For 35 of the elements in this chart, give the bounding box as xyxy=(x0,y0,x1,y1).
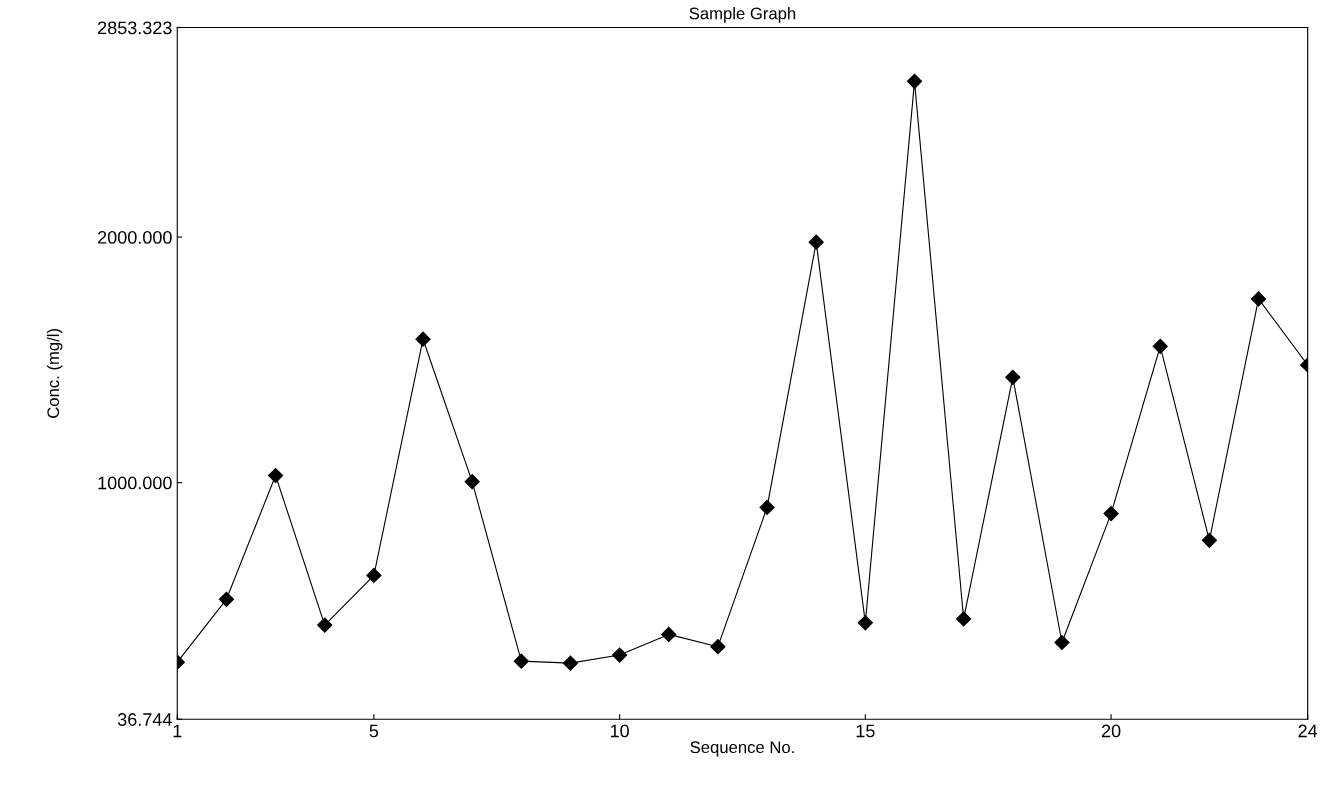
x-tick-label: 1 xyxy=(173,724,182,738)
point xyxy=(415,331,431,347)
point xyxy=(562,655,579,671)
x-tick-label: 20 xyxy=(1101,724,1121,738)
point xyxy=(268,467,284,484)
point xyxy=(1005,369,1021,385)
point xyxy=(710,639,726,655)
point xyxy=(1054,634,1070,651)
point xyxy=(808,234,824,250)
point xyxy=(956,611,972,627)
point xyxy=(857,615,873,631)
point xyxy=(1152,338,1168,354)
point xyxy=(661,626,677,642)
point xyxy=(612,647,628,663)
chart-title: Sample Graph xyxy=(689,7,796,23)
y-tick-label: 1000.000 xyxy=(98,476,172,490)
x-tick-label: 5 xyxy=(369,724,379,738)
y-axis-title: Conc. (mg/l) xyxy=(46,329,63,418)
point xyxy=(906,73,923,89)
point xyxy=(1103,506,1119,522)
y-tick-label: 2853.323 xyxy=(98,21,172,35)
point xyxy=(1250,291,1267,307)
point xyxy=(366,567,382,584)
x-tick-label: 24 xyxy=(1298,724,1318,738)
point xyxy=(513,653,529,669)
y-tick-label: 2000.000 xyxy=(98,231,172,244)
point xyxy=(317,617,333,633)
point xyxy=(464,474,480,490)
x-tick-label: 10 xyxy=(610,724,629,738)
y-tick-label: 36.744 xyxy=(117,713,172,726)
point xyxy=(1201,532,1217,548)
point xyxy=(218,591,235,607)
x-tick-label: 15 xyxy=(856,724,875,738)
point xyxy=(759,499,775,516)
x-axis-title: Sequence No. xyxy=(690,741,794,757)
